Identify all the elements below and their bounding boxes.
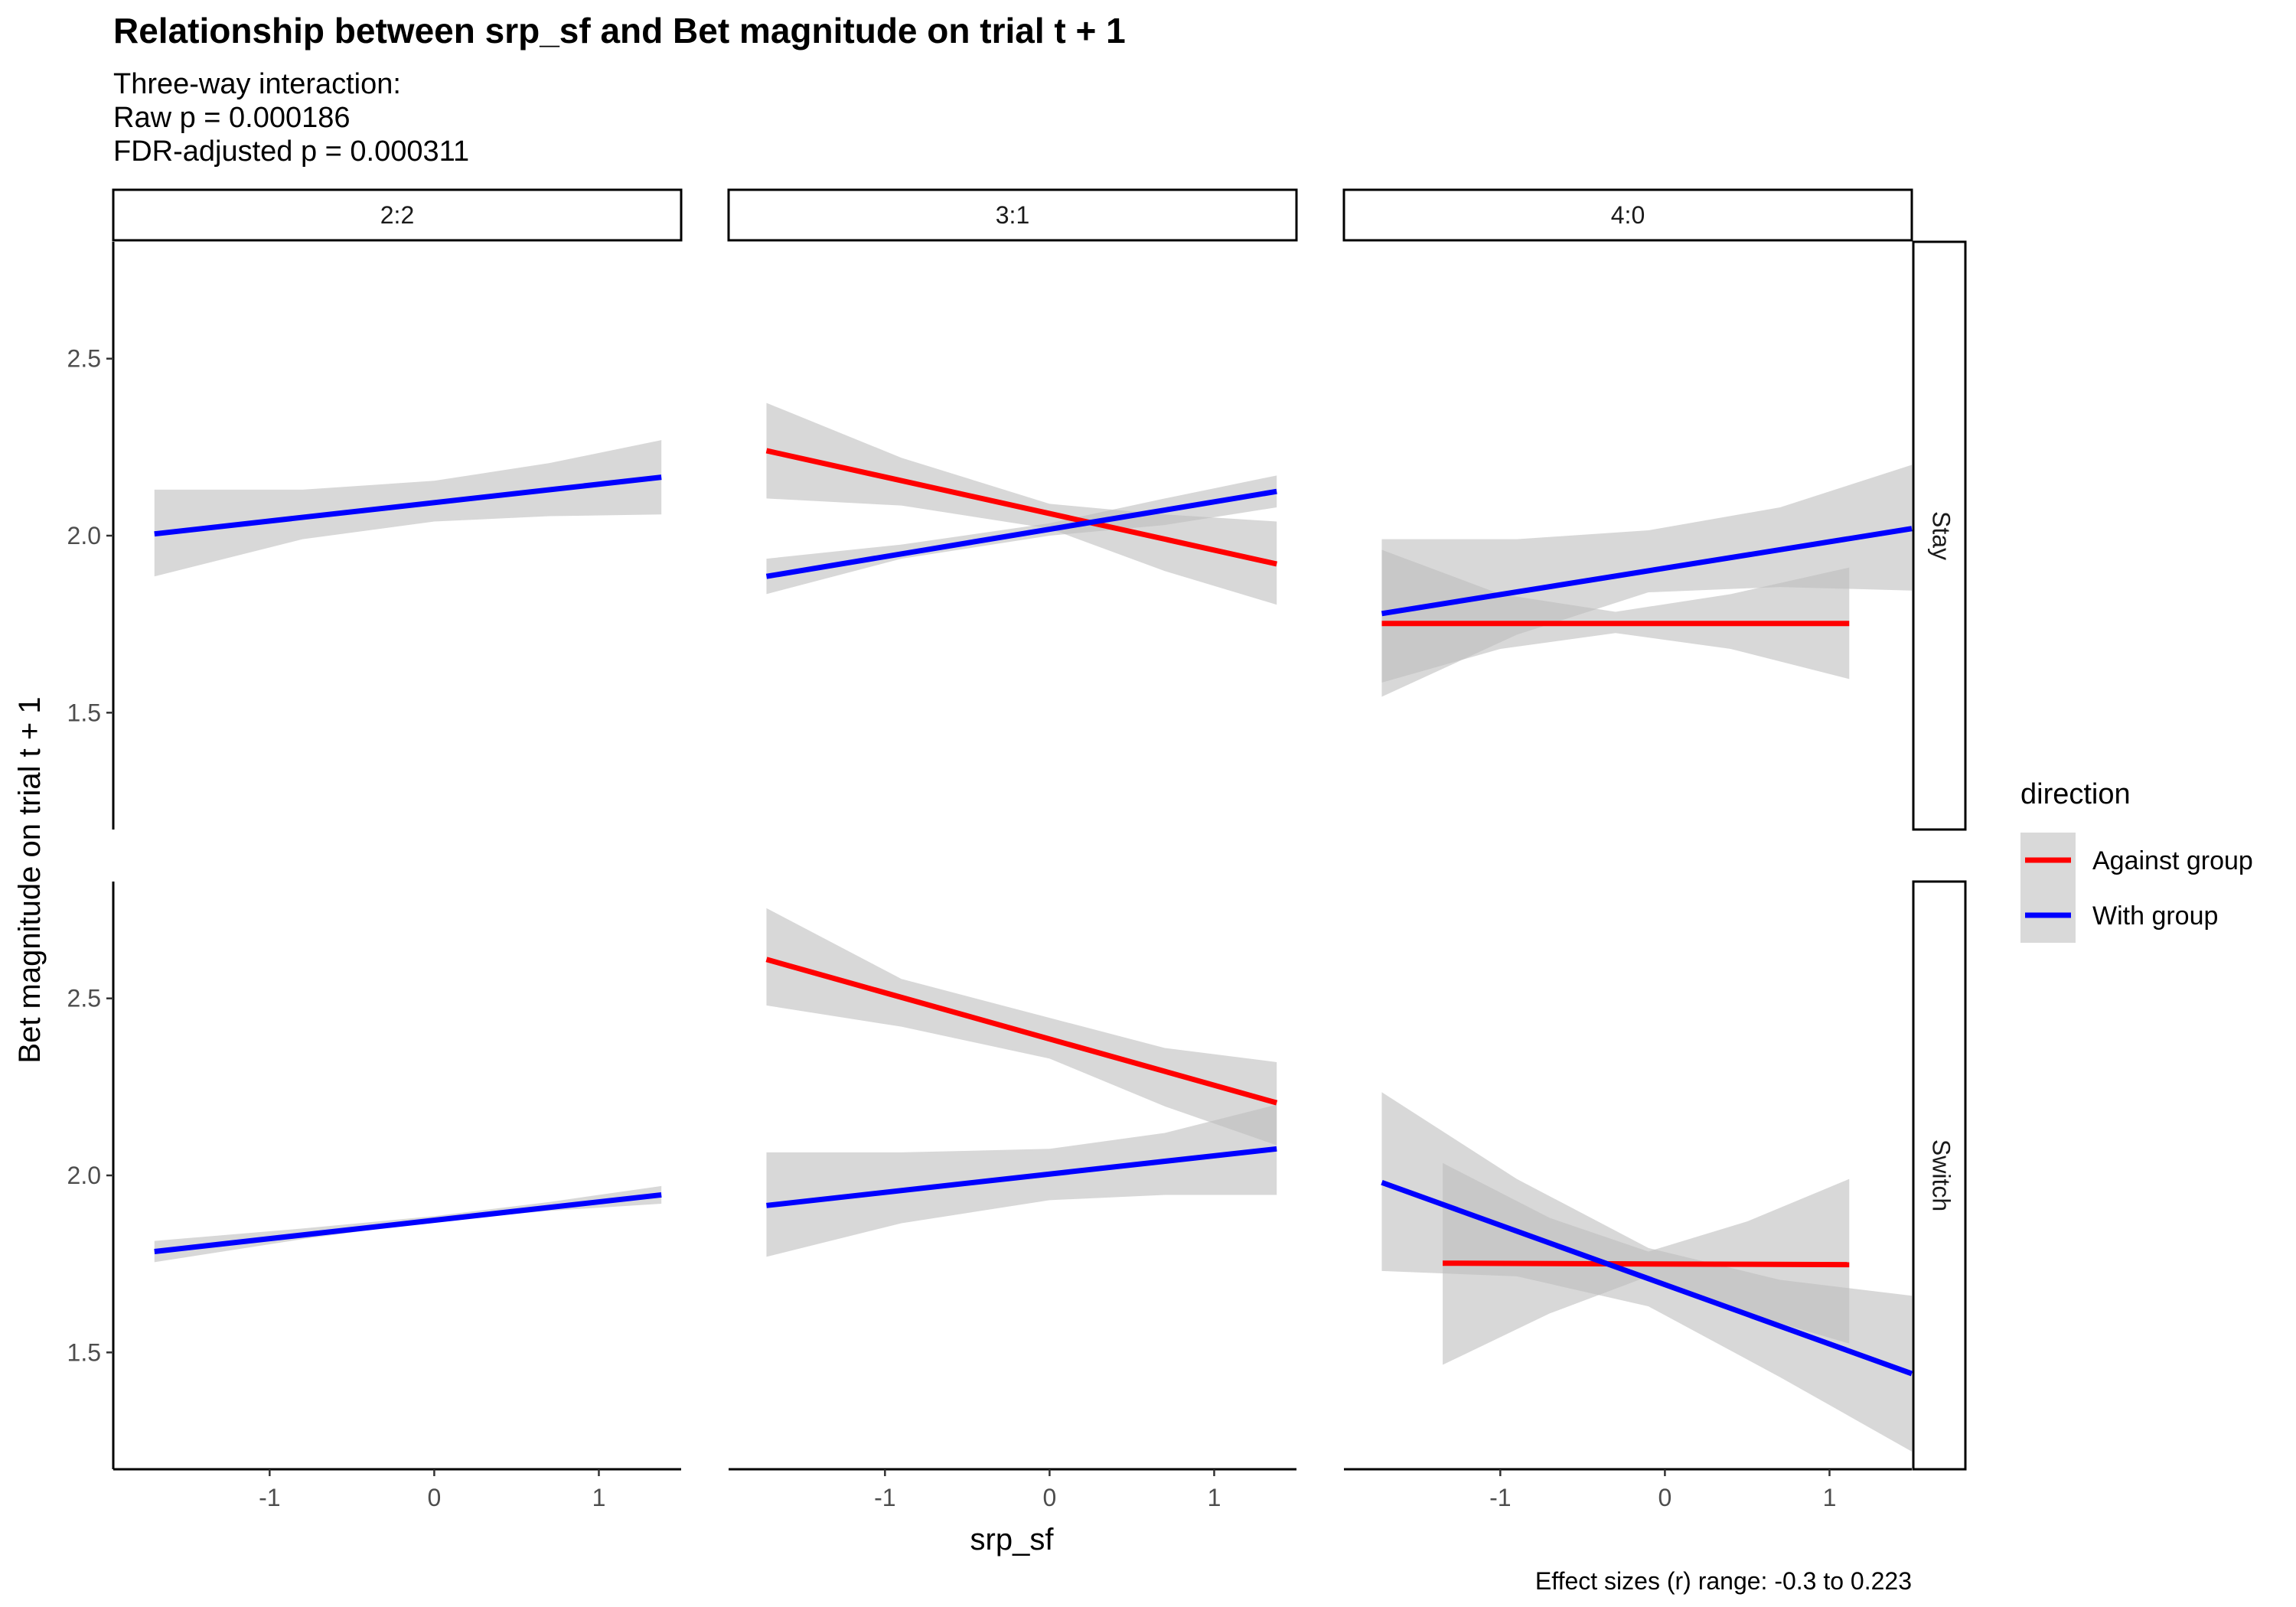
panel-3-1-stay <box>765 403 1277 605</box>
legend: direction Against group With group <box>2020 778 2253 943</box>
trend-line-against-group <box>1443 1260 1850 1268</box>
confidence-ribbon <box>766 1104 1277 1257</box>
trend-line-with-group <box>765 488 1277 579</box>
confidence-ribbon <box>1381 1092 1912 1452</box>
facet-strip-switch <box>1912 880 1967 1471</box>
y-tick-label: 2.0 <box>67 522 101 549</box>
panel-2-2-switch <box>154 1185 662 1263</box>
trend-line-with-group <box>154 1191 662 1254</box>
legend-label-against-group: Against group <box>2092 846 2253 875</box>
legend-label-with-group: With group <box>2092 901 2218 931</box>
chart-title: Relationship between srp_sf and Bet magn… <box>113 11 1126 51</box>
panel-2-2-stay <box>154 440 662 577</box>
x-tick-label: 0 <box>1658 1484 1671 1511</box>
trend-line-against-group <box>765 448 1277 567</box>
facet-strip-label: 2:2 <box>380 201 414 229</box>
x-tick-label: 1 <box>592 1484 606 1511</box>
y-tick-label: 1.5 <box>67 699 101 726</box>
trend-line-against-group <box>765 957 1278 1106</box>
confidence-ribbon <box>766 403 1277 605</box>
y-axis-title: Bet magnitude on trial t + 1 <box>13 696 47 1063</box>
x-tick-label: 0 <box>427 1484 441 1511</box>
trend-line-with-group <box>154 474 662 537</box>
subtitle-line-3: FDR-adjusted p = 0.000311 <box>113 135 469 168</box>
y-tick-label: 2.0 <box>67 1162 101 1189</box>
x-axis-title: srp_sf <box>970 1523 1055 1556</box>
y-tick-label: 2.5 <box>67 985 101 1012</box>
x-tick-label: 1 <box>1208 1484 1221 1511</box>
subtitle-line-1: Three-way interaction: <box>113 68 401 100</box>
confidence-ribbon <box>1381 549 1850 683</box>
trend-line-with-group <box>766 1146 1277 1208</box>
x-tick-label: 0 <box>1042 1484 1056 1511</box>
x-tick-label: -1 <box>874 1484 895 1511</box>
facet-panels: 2:2 3:1 4:0 Stay Switch 1.5 2.0 2.5 1.5 2.0 2.5 -1 0… <box>67 188 1967 1511</box>
facet-strip-2-2 <box>112 188 683 242</box>
facet-strip-stay <box>1912 240 1967 831</box>
facet-strip-label: 4:0 <box>1611 201 1645 229</box>
trend-line-with-group <box>1381 526 1913 617</box>
subtitle-line-2: Raw p = 0.000186 <box>113 102 351 134</box>
panel-4-0-switch <box>1381 1092 1913 1452</box>
y-tick-label: 2.5 <box>67 345 101 373</box>
x-tick-label: 1 <box>1823 1484 1837 1511</box>
confidence-ribbon <box>1381 464 1912 697</box>
facet-strip-label: 3:1 <box>996 201 1029 229</box>
facet-strip-4-0 <box>1342 188 1913 242</box>
facet-strip-label: Switch <box>1928 1139 1955 1211</box>
confidence-ribbon <box>766 908 1277 1146</box>
legend-title: direction <box>2020 778 2131 810</box>
panel-4-0-stay <box>1381 464 1913 697</box>
effect-size-caption: Effect sizes (r) range: -0.3 to 0.223 <box>1535 1567 1912 1595</box>
panel-3-1-switch <box>765 908 1278 1257</box>
facet-strip-3-1 <box>727 188 1298 242</box>
x-tick-label: -1 <box>259 1484 280 1511</box>
y-tick-label: 1.5 <box>67 1338 101 1366</box>
trend-line-with-group <box>1381 1179 1913 1377</box>
x-tick-label: -1 <box>1489 1484 1511 1511</box>
facet-strip-label: Stay <box>1928 511 1955 560</box>
